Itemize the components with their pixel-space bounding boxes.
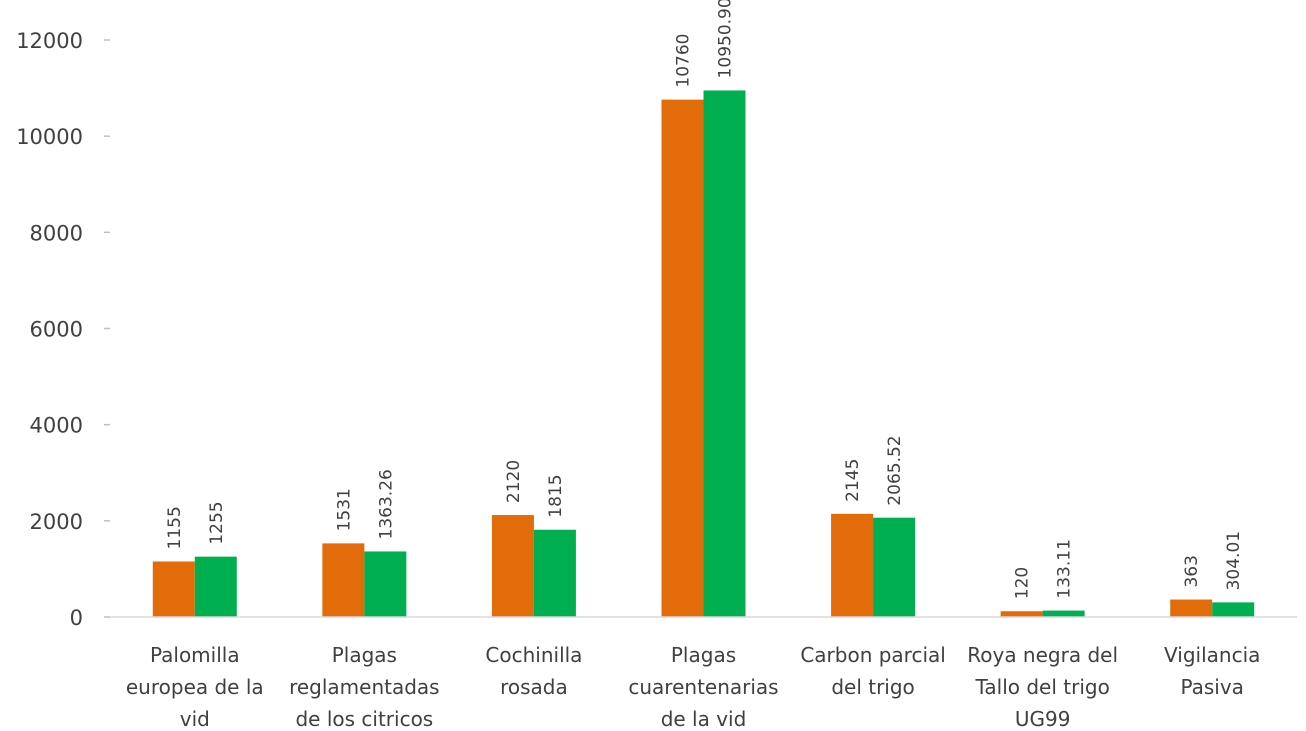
y-tick-label: 4000 — [30, 414, 83, 438]
data-label: 304.01 — [1224, 531, 1244, 590]
x-category-label: europea de la — [126, 675, 264, 699]
x-category-label: Roya negra del — [967, 643, 1118, 667]
data-label: 2145 — [843, 459, 863, 502]
x-category-label: vid — [180, 707, 210, 731]
bar-series-1 — [322, 543, 365, 617]
x-category-label: Plagas — [671, 643, 736, 667]
x-category-label: Pasiva — [1180, 675, 1244, 699]
y-axis: 0 2000 4000 6000 8000 10000 12000 — [16, 29, 110, 630]
x-category-label: Tallo del trigo — [974, 675, 1109, 699]
bar-series-1 — [1170, 599, 1213, 617]
data-label: 133.11 — [1055, 539, 1075, 598]
bar-series-2 — [533, 529, 576, 617]
data-label: 1155 — [165, 506, 185, 549]
y-tick-label: 6000 — [30, 318, 83, 342]
bar-series-1 — [491, 515, 534, 617]
bar-series-1 — [661, 99, 704, 617]
data-label: 120 — [1013, 567, 1033, 599]
data-label: 2120 — [504, 460, 524, 503]
x-category-label: del trigo — [831, 675, 914, 699]
bars — [152, 90, 1255, 618]
x-category-label: Carbon parcial — [800, 643, 946, 667]
bar-series-2 — [1212, 602, 1255, 617]
y-tick-label: 2000 — [30, 510, 83, 534]
y-tick-label: 10000 — [16, 125, 83, 149]
bar-series-2 — [703, 90, 746, 618]
data-label: 1255 — [207, 501, 227, 544]
bar-series-1 — [152, 561, 195, 617]
data-labels: 1155 1255 1531 1363.26 2120 1815 10760 10950.90… — [165, 0, 1244, 599]
x-category-label: Vigilancia — [1164, 643, 1260, 667]
y-tick-label: 0 — [70, 606, 83, 630]
x-axis-labels: Palomilla europea de la vid Plagas reglament… — [126, 643, 1261, 731]
bar-series-2 — [1042, 610, 1085, 617]
data-label: 363 — [1182, 555, 1202, 587]
x-category-label: de los citricos — [295, 707, 433, 731]
data-label: 1815 — [546, 474, 566, 517]
data-label: 2065.52 — [885, 435, 905, 505]
y-tick-label: 8000 — [30, 221, 83, 245]
bar-series-2 — [194, 556, 237, 617]
x-category-label: Plagas — [332, 643, 397, 667]
data-label: 10760 — [674, 34, 694, 88]
x-category-label: Palomilla — [150, 643, 240, 667]
x-category-label: Cochinilla — [485, 643, 582, 667]
x-category-label: de la vid — [661, 707, 747, 731]
data-label: 1531 — [334, 488, 354, 531]
bar-series-2 — [873, 517, 916, 617]
bar-series-2 — [364, 551, 407, 617]
x-category-label: rosada — [500, 675, 568, 699]
y-tick-label: 12000 — [16, 29, 83, 53]
x-category-label: UG99 — [1015, 707, 1071, 731]
bar-series-1 — [1000, 611, 1043, 617]
x-category-label: cuarentenarias — [628, 675, 778, 699]
data-label: 10950.90 — [716, 0, 736, 78]
bar-series-1 — [831, 513, 874, 617]
data-label: 1363.26 — [376, 469, 396, 539]
x-category-label: reglamentadas — [289, 675, 440, 699]
